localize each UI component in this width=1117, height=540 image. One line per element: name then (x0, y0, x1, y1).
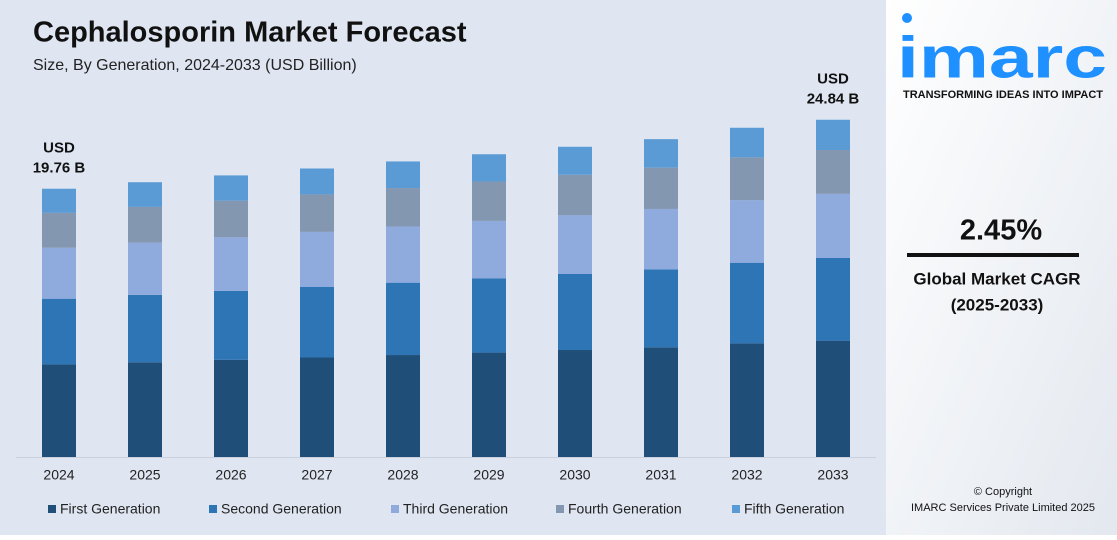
bar-segment (558, 350, 592, 457)
bar-segment (816, 150, 850, 194)
bar-segment (128, 362, 162, 457)
x-tick-label: 2031 (645, 467, 676, 483)
total-label: 24.84 B (807, 91, 860, 108)
legend-label: Second Generation (221, 501, 342, 517)
x-tick-label: 2025 (129, 467, 160, 483)
bar-segment (386, 226, 420, 283)
logo-dot (902, 13, 912, 23)
legend-label: Third Generation (403, 501, 508, 517)
bar-segment (214, 290, 248, 360)
bar-segment (386, 188, 420, 227)
bar-segment (730, 200, 764, 263)
bar-segment (128, 182, 162, 207)
bar-segment (214, 237, 248, 291)
bar-segment (816, 193, 850, 258)
bar-segment (644, 347, 678, 457)
bar-segment (128, 206, 162, 243)
bar-segment (558, 273, 592, 351)
legend-swatch (391, 505, 399, 513)
bar-segment (472, 278, 506, 353)
legend-label: First Generation (60, 501, 160, 517)
copyright: IMARC Services Private Limited 2025 (911, 502, 1095, 514)
bar-segment (386, 161, 420, 189)
cagr-label: (2025-2033) (951, 295, 1044, 314)
bar-segment (300, 231, 334, 287)
bar-segment (644, 167, 678, 209)
bar-segment (42, 364, 76, 457)
cagr-value: 2.45% (960, 215, 1042, 247)
bar-segment (300, 168, 334, 195)
bar-segment (644, 208, 678, 270)
sidebar-background (886, 0, 1117, 535)
legend-swatch (209, 505, 217, 513)
bar-segment (386, 355, 420, 457)
bar-segment (472, 154, 506, 182)
bar-segment (730, 157, 764, 201)
bar-segment (644, 269, 678, 348)
bar-segment (214, 200, 248, 238)
bar-segment (128, 294, 162, 363)
legend-label: Fourth Generation (568, 501, 682, 517)
bar-segment (300, 357, 334, 457)
bar-segment (816, 340, 850, 457)
legend-swatch (732, 505, 740, 513)
total-label: 19.76 B (33, 160, 86, 177)
bar-segment (472, 181, 506, 221)
x-tick-label: 2029 (473, 467, 504, 483)
bar-segment (816, 119, 850, 151)
bar-segment (472, 352, 506, 457)
x-tick-label: 2033 (817, 467, 848, 483)
bar-segment (730, 262, 764, 344)
bar-segment (816, 257, 850, 341)
bar-segment (42, 298, 76, 365)
cagr-rule (907, 253, 1079, 257)
bar-segment (386, 282, 420, 356)
x-tick-label: 2028 (387, 467, 418, 483)
x-tick-label: 2032 (731, 467, 762, 483)
bar-segment (730, 127, 764, 158)
copyright: © Copyright (974, 486, 1032, 498)
bar-segment (300, 194, 334, 232)
x-tick-label: 2027 (301, 467, 332, 483)
cagr-label: Global Market CAGR (913, 269, 1080, 288)
bar-segment (300, 286, 334, 358)
x-tick-label: 2024 (43, 467, 74, 483)
bar-segment (42, 212, 76, 248)
bar-segment (214, 175, 248, 201)
total-label: USD (43, 140, 75, 157)
total-label: USD (817, 71, 849, 88)
bar-segment (42, 247, 76, 299)
logo: imarc (897, 25, 1107, 90)
bar-segment (42, 188, 76, 213)
legend-swatch (48, 505, 56, 513)
bar-segment (730, 343, 764, 457)
bar-segment (644, 139, 678, 168)
chart-subtitle: Size, By Generation, 2024-2033 (USD Bill… (33, 57, 357, 74)
x-tick-label: 2030 (559, 467, 590, 483)
bar-segment (558, 215, 592, 274)
bar-segment (558, 146, 592, 175)
bar-segment (472, 220, 506, 279)
bar-segment (128, 242, 162, 295)
bar-segment (214, 359, 248, 457)
legend-label: Fifth Generation (744, 501, 844, 517)
legend-swatch (556, 505, 564, 513)
tagline: TRANSFORMING IDEAS INTO IMPACT (903, 89, 1103, 101)
x-tick-label: 2026 (215, 467, 246, 483)
chart-title: Cephalosporin Market Forecast (33, 17, 467, 49)
bar-segment (558, 174, 592, 216)
